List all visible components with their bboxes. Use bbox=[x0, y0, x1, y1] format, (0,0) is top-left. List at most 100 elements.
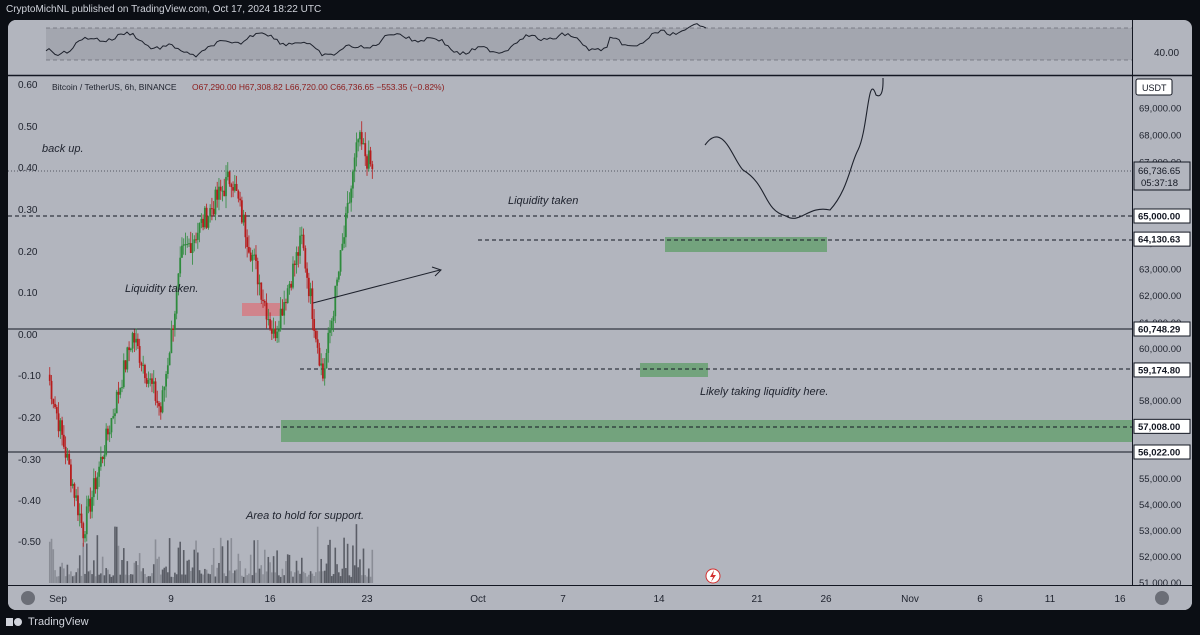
price-label-box bbox=[1133, 418, 1191, 434]
candle-body bbox=[292, 263, 294, 288]
candle-body bbox=[186, 243, 189, 245]
candle-body bbox=[249, 252, 252, 261]
volume-bar bbox=[48, 541, 51, 583]
note-likely-liquidity: Likely taking liquidity here. bbox=[700, 386, 828, 398]
volume-bar bbox=[329, 539, 331, 583]
candle-body bbox=[320, 363, 323, 366]
volume-bar bbox=[258, 568, 261, 583]
time-tick: 16 bbox=[264, 594, 276, 605]
candle-body bbox=[75, 495, 78, 498]
candle-body bbox=[352, 171, 354, 189]
candle-body bbox=[315, 330, 317, 340]
volume-bar bbox=[204, 568, 206, 583]
volume-bar bbox=[241, 575, 243, 583]
candle-body bbox=[256, 260, 259, 285]
time-tick: 14 bbox=[653, 594, 665, 605]
time-axis[interactable] bbox=[8, 586, 1192, 610]
volume-bar bbox=[145, 576, 148, 583]
candle-body bbox=[103, 454, 106, 460]
volume-bar bbox=[64, 576, 67, 583]
volume-bar bbox=[61, 562, 63, 583]
candle-body bbox=[122, 360, 125, 388]
volume-bar bbox=[242, 576, 245, 583]
volume-bar bbox=[140, 571, 143, 583]
candle-body bbox=[159, 406, 162, 413]
volume-bar bbox=[77, 568, 79, 583]
volume-bar bbox=[285, 561, 287, 583]
price-label-text: 60,748.29 bbox=[1138, 325, 1180, 336]
volume-bar bbox=[293, 572, 296, 583]
volume-bar bbox=[283, 575, 285, 583]
volume-bar bbox=[304, 573, 307, 583]
candle-body bbox=[84, 534, 86, 539]
volume-bar bbox=[281, 568, 284, 583]
chart-svg[interactable]: 40.00 Bitcoin / TetherUS, 6h, BINANCE O6… bbox=[8, 20, 1192, 610]
candle-body bbox=[262, 299, 264, 302]
volume-bar bbox=[209, 574, 211, 583]
price-label-text: 56,022.00 bbox=[1138, 448, 1180, 459]
volume-bar bbox=[318, 571, 321, 583]
time-axis-ticks: Sep 9 16 23 Oct 7 14 21 26 Nov 6 11 16 bbox=[49, 594, 1126, 605]
candle-body bbox=[344, 213, 347, 238]
volume-bar bbox=[78, 555, 81, 583]
volume-bar bbox=[366, 576, 368, 583]
candle-body bbox=[336, 279, 338, 286]
candle-body bbox=[242, 214, 245, 223]
volume-bar bbox=[239, 560, 241, 583]
candle-body bbox=[203, 207, 206, 228]
candle-body bbox=[126, 347, 129, 370]
tradingview-logo[interactable]: TradingView bbox=[6, 616, 89, 628]
chart-frame[interactable]: 40.00 Bitcoin / TetherUS, 6h, BINANCE O6… bbox=[8, 20, 1192, 610]
left-tick: 0.30 bbox=[18, 205, 38, 216]
candle-body bbox=[332, 316, 335, 321]
candle-body bbox=[57, 413, 60, 432]
time-axis-left-button[interactable] bbox=[21, 591, 35, 605]
volume-bar bbox=[172, 576, 174, 583]
candle-body bbox=[330, 320, 333, 331]
price-label-box bbox=[1133, 362, 1191, 378]
countdown-text: 05:37:18 bbox=[1141, 178, 1178, 189]
volume-bar bbox=[292, 576, 294, 583]
volume-bar bbox=[315, 572, 317, 583]
volume-bar bbox=[334, 547, 337, 583]
volume-bar bbox=[226, 540, 229, 583]
time-tick: 26 bbox=[820, 594, 832, 605]
volume-bar bbox=[200, 573, 203, 583]
volume-bar bbox=[135, 561, 137, 583]
volume-bar bbox=[274, 572, 277, 583]
volume-bar bbox=[71, 576, 74, 583]
candle-body bbox=[98, 466, 101, 477]
volume-bar bbox=[355, 524, 358, 583]
currency-label: USDT bbox=[1142, 83, 1167, 93]
candle-body bbox=[64, 446, 67, 458]
volume-bar bbox=[154, 539, 157, 583]
candle-body bbox=[290, 283, 293, 288]
volume-bar bbox=[367, 568, 370, 583]
volume-bar bbox=[230, 538, 233, 583]
volume-bar bbox=[244, 568, 247, 583]
currency-badge[interactable] bbox=[1135, 78, 1173, 96]
candle-body bbox=[174, 313, 176, 330]
trend-arrow-head bbox=[431, 266, 442, 277]
publish-header: CryptoMichNL published on TradingView.co… bbox=[0, 0, 1200, 20]
time-axis-settings-button[interactable] bbox=[1155, 591, 1169, 605]
candle-body bbox=[357, 139, 360, 143]
time-tick: 23 bbox=[361, 594, 373, 605]
candle-body bbox=[68, 453, 71, 465]
candle-body bbox=[311, 288, 314, 319]
note-support: Area to hold for support. bbox=[245, 510, 364, 522]
candle-body bbox=[107, 428, 109, 435]
volume-bar bbox=[174, 572, 176, 583]
time-tick: 9 bbox=[168, 594, 174, 605]
right-tick: 55,000.00 bbox=[1139, 474, 1181, 485]
candle-body bbox=[71, 483, 74, 486]
volume-bar bbox=[214, 576, 217, 583]
price-label-text: 59,174.80 bbox=[1138, 365, 1180, 376]
candle-body bbox=[221, 190, 224, 192]
candle-body bbox=[163, 386, 166, 391]
volume-bar bbox=[302, 571, 305, 583]
candle-body bbox=[302, 234, 305, 249]
volume-bar bbox=[269, 562, 271, 583]
candle-body bbox=[198, 222, 201, 233]
volume-bar bbox=[323, 570, 326, 583]
